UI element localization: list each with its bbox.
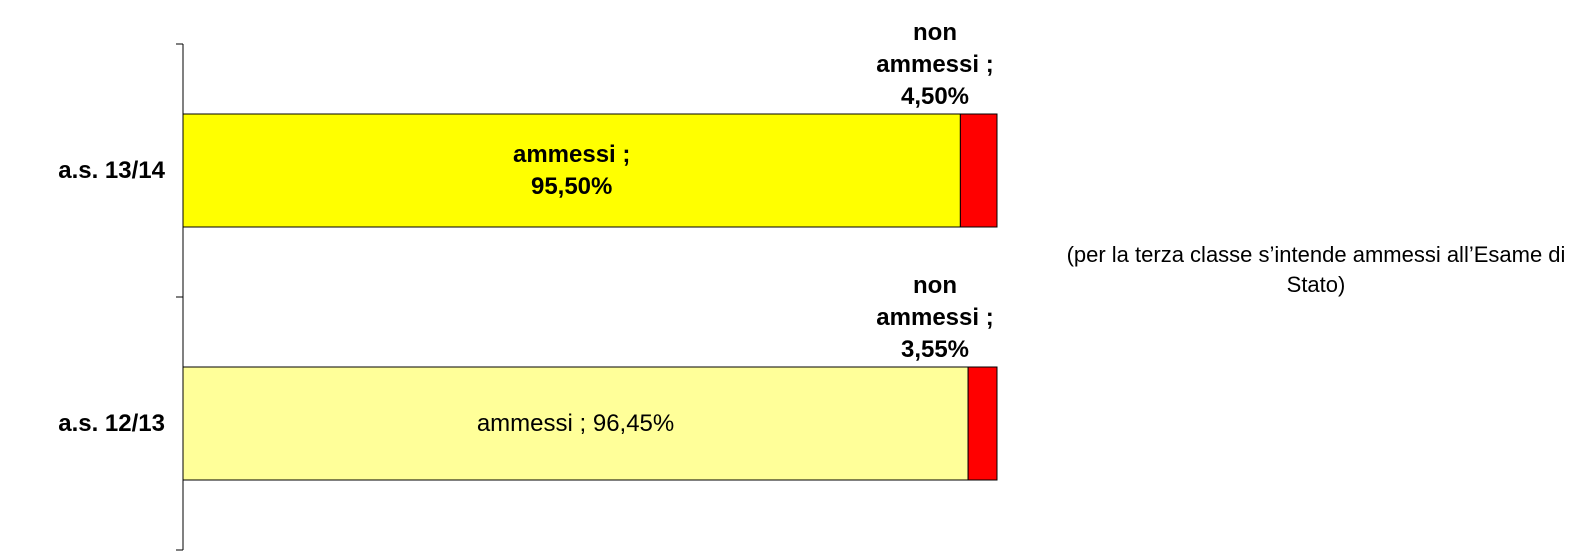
data-label: non ammessi ; 4,50% <box>876 19 994 110</box>
y-tick-label: a.s. 12/13 <box>58 409 165 437</box>
data-label: non ammessi ; 3,55% <box>876 272 994 363</box>
y-tick-label: a.s. 13/14 <box>58 156 165 184</box>
data-label: ammessi ; 96,45% <box>476 409 675 437</box>
bar-segment <box>182 366 969 481</box>
data-label: ammessi ; 95,50% <box>512 140 631 200</box>
bar-segment <box>967 366 998 481</box>
bar-segment <box>959 113 998 228</box>
annotation: (per la terza classe s’intende ammessi a… <box>1066 242 1566 297</box>
bar-segment <box>182 113 961 228</box>
